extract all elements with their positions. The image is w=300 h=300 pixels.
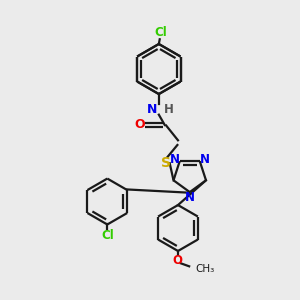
Text: N: N: [170, 153, 180, 166]
Text: Cl: Cl: [101, 229, 114, 242]
Text: N: N: [147, 103, 158, 116]
Text: S: S: [161, 156, 171, 170]
Text: N: N: [185, 191, 195, 204]
Text: O: O: [172, 254, 182, 267]
Text: N: N: [200, 153, 210, 166]
Text: H: H: [164, 103, 174, 116]
Text: Cl: Cl: [154, 26, 167, 39]
Text: CH₃: CH₃: [196, 264, 215, 274]
Text: O: O: [134, 118, 145, 131]
